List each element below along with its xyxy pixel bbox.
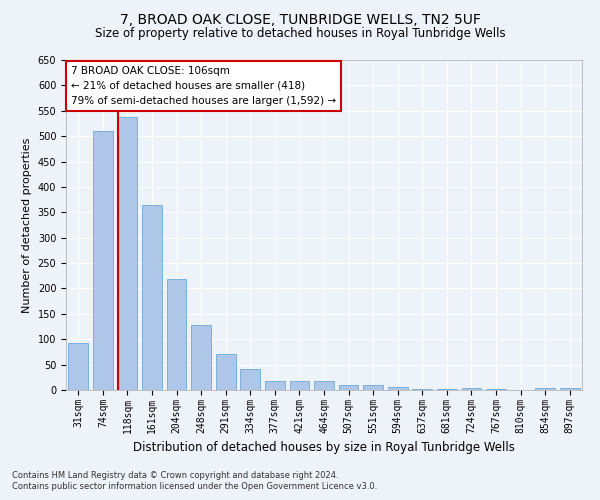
Bar — [339, 385, 358, 390]
Bar — [314, 381, 334, 390]
Bar — [388, 388, 407, 390]
Text: 7 BROAD OAK CLOSE: 106sqm
← 21% of detached houses are smaller (418)
79% of semi: 7 BROAD OAK CLOSE: 106sqm ← 21% of detac… — [71, 66, 336, 106]
Bar — [118, 118, 137, 390]
Bar — [364, 385, 383, 390]
Bar — [241, 368, 260, 390]
Bar — [265, 382, 284, 390]
Bar — [93, 131, 113, 390]
Bar — [167, 280, 187, 390]
Bar — [68, 343, 88, 390]
Bar — [290, 382, 309, 390]
Bar — [560, 388, 580, 390]
Text: 7, BROAD OAK CLOSE, TUNBRIDGE WELLS, TN2 5UF: 7, BROAD OAK CLOSE, TUNBRIDGE WELLS, TN2… — [119, 12, 481, 26]
X-axis label: Distribution of detached houses by size in Royal Tunbridge Wells: Distribution of detached houses by size … — [133, 441, 515, 454]
Text: Size of property relative to detached houses in Royal Tunbridge Wells: Size of property relative to detached ho… — [95, 28, 505, 40]
Bar — [142, 204, 162, 390]
Text: Contains HM Land Registry data © Crown copyright and database right 2024.: Contains HM Land Registry data © Crown c… — [12, 470, 338, 480]
Bar — [535, 388, 555, 390]
Bar — [216, 354, 236, 390]
Bar — [191, 325, 211, 390]
Bar — [461, 388, 481, 390]
Y-axis label: Number of detached properties: Number of detached properties — [22, 138, 32, 312]
Text: Contains public sector information licensed under the Open Government Licence v3: Contains public sector information licen… — [12, 482, 377, 491]
